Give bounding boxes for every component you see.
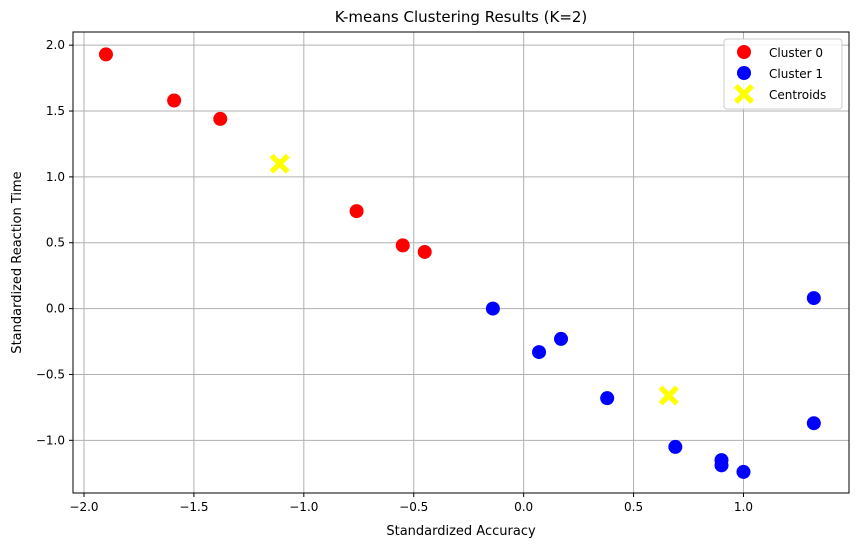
y-tick-label: 0.5 bbox=[46, 236, 65, 250]
y-tick-label: 1.5 bbox=[46, 104, 65, 118]
cluster-0-point bbox=[213, 111, 228, 126]
cluster-0-point bbox=[417, 244, 432, 259]
legend-box bbox=[723, 38, 843, 110]
cluster-1-point bbox=[806, 416, 821, 431]
legend-centroids-marker bbox=[734, 84, 754, 104]
x-tick-label: 0.0 bbox=[514, 500, 533, 514]
cluster-0-point bbox=[349, 204, 364, 219]
x-tick-label: 1.0 bbox=[734, 500, 753, 514]
centroids-marker bbox=[269, 153, 290, 174]
cluster-1-point bbox=[485, 301, 500, 316]
centroids-marker bbox=[658, 385, 679, 406]
x-axis-label: Standardized Accuracy bbox=[386, 524, 536, 539]
legend-centroids-label: Centroids bbox=[769, 88, 826, 102]
data-points bbox=[98, 47, 821, 479]
legend-cluster-1-marker bbox=[737, 66, 751, 80]
y-tick-label: 2.0 bbox=[46, 38, 65, 52]
y-tick-label: −1.0 bbox=[36, 433, 65, 447]
legend-cluster-0-marker bbox=[737, 45, 751, 59]
axis-ticks: −2.0 −1.5 −1.0 −0.5 0.0 0.5 1.0 −1.0 −0.5 0.0 0.5 1… bbox=[36, 38, 753, 514]
legend-cluster-1-label: Cluster 1 bbox=[769, 67, 823, 81]
y-tick-label: 1.0 bbox=[46, 170, 65, 184]
cluster-1-point bbox=[532, 345, 547, 360]
cluster-1-point bbox=[554, 331, 569, 346]
y-axis-label: Standardized Reaction Time bbox=[10, 171, 25, 353]
x-tick-label: −1.0 bbox=[289, 500, 318, 514]
grid-lines bbox=[73, 32, 849, 493]
cluster-1-point bbox=[736, 464, 751, 479]
chart-title: K-means Clustering Results (K=2) bbox=[335, 8, 588, 26]
cluster-1-point bbox=[600, 391, 615, 406]
x-tick-label: −2.0 bbox=[69, 500, 98, 514]
x-tick-label: −0.5 bbox=[399, 500, 428, 514]
plot-frame bbox=[72, 31, 850, 494]
cluster-0-point bbox=[98, 47, 113, 62]
y-tick-label: −0.5 bbox=[36, 367, 65, 381]
cluster-0-point bbox=[167, 93, 182, 108]
x-tick-label: −1.5 bbox=[179, 500, 208, 514]
x-tick-label: 0.5 bbox=[624, 500, 643, 514]
y-tick-label: 0.0 bbox=[46, 302, 65, 316]
cluster-0-point bbox=[395, 238, 410, 253]
legend-cluster-0-label: Cluster 0 bbox=[769, 46, 823, 60]
legend: Cluster 0 Cluster 1 Centroids bbox=[723, 38, 843, 110]
cluster-1-point bbox=[714, 458, 729, 473]
cluster-1-point bbox=[806, 291, 821, 306]
cluster-1-point bbox=[668, 439, 683, 454]
